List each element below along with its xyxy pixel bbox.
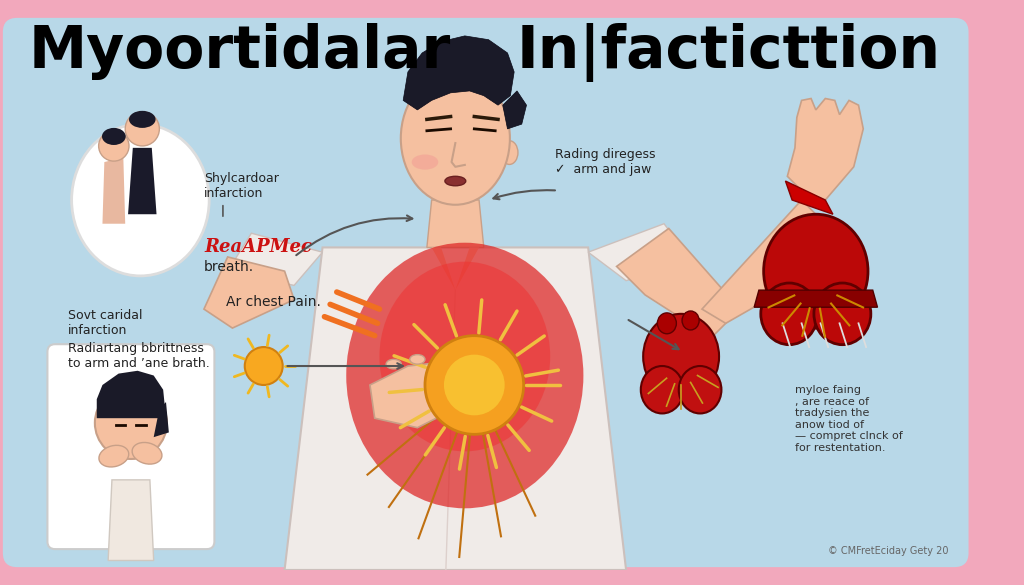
Ellipse shape xyxy=(447,359,463,369)
FancyBboxPatch shape xyxy=(47,344,214,549)
Polygon shape xyxy=(102,157,125,223)
Polygon shape xyxy=(754,290,878,307)
Ellipse shape xyxy=(657,313,677,334)
Polygon shape xyxy=(427,200,483,247)
Text: breath.: breath. xyxy=(204,260,254,274)
Polygon shape xyxy=(154,402,169,437)
Circle shape xyxy=(95,387,167,459)
Circle shape xyxy=(125,112,160,146)
Polygon shape xyxy=(128,148,157,214)
Polygon shape xyxy=(702,200,825,324)
Ellipse shape xyxy=(386,359,401,369)
Ellipse shape xyxy=(641,366,683,414)
Text: myloe faing
, are reace of
tradysien the
anow tiod of
— compret clnck of
for res: myloe faing , are reace of tradysien the… xyxy=(795,385,903,453)
Ellipse shape xyxy=(501,141,518,164)
FancyBboxPatch shape xyxy=(3,18,969,567)
Circle shape xyxy=(245,347,283,385)
Polygon shape xyxy=(432,247,456,290)
Ellipse shape xyxy=(764,214,868,328)
Text: In|facticttion: In|facticttion xyxy=(517,23,941,82)
Ellipse shape xyxy=(444,176,466,186)
Ellipse shape xyxy=(761,283,818,345)
Ellipse shape xyxy=(814,283,870,345)
Ellipse shape xyxy=(400,72,510,205)
Polygon shape xyxy=(785,181,833,214)
Polygon shape xyxy=(370,362,460,428)
Polygon shape xyxy=(285,247,626,570)
Polygon shape xyxy=(227,233,323,285)
Text: Ar chest Pain.: Ar chest Pain. xyxy=(225,295,321,309)
Circle shape xyxy=(425,336,523,434)
Text: ReaAPMec: ReaAPMec xyxy=(204,238,312,256)
Ellipse shape xyxy=(72,124,209,276)
Circle shape xyxy=(98,131,129,161)
Text: Shylcardoar
infarction: Shylcardoar infarction xyxy=(204,171,279,199)
Ellipse shape xyxy=(412,154,438,170)
Text: Myoortidalar: Myoortidalar xyxy=(29,23,451,80)
Ellipse shape xyxy=(102,128,126,145)
Polygon shape xyxy=(616,229,740,338)
Ellipse shape xyxy=(99,445,129,467)
Ellipse shape xyxy=(643,314,719,399)
Text: Sovt caridal
infarction: Sovt caridal infarction xyxy=(69,309,142,337)
Ellipse shape xyxy=(682,311,699,330)
Text: © CMFretEciday Gety 20: © CMFretEciday Gety 20 xyxy=(828,546,948,556)
Polygon shape xyxy=(588,223,692,281)
Ellipse shape xyxy=(129,111,156,128)
Ellipse shape xyxy=(346,243,584,508)
Ellipse shape xyxy=(410,355,425,364)
Polygon shape xyxy=(456,247,479,290)
Polygon shape xyxy=(403,36,514,110)
Ellipse shape xyxy=(380,261,550,452)
Circle shape xyxy=(444,355,505,415)
Ellipse shape xyxy=(679,366,722,414)
Polygon shape xyxy=(96,371,165,418)
Text: Radiartang bbrittness
to arm and ’ane brath.: Radiartang bbrittness to arm and ’ane br… xyxy=(69,342,210,370)
Polygon shape xyxy=(204,257,294,328)
Text: Rading diregess
✓  arm and jaw: Rading diregess ✓ arm and jaw xyxy=(555,148,655,176)
Ellipse shape xyxy=(432,356,446,365)
Polygon shape xyxy=(787,98,863,200)
Polygon shape xyxy=(503,91,526,129)
Polygon shape xyxy=(109,480,154,560)
Ellipse shape xyxy=(132,442,162,464)
